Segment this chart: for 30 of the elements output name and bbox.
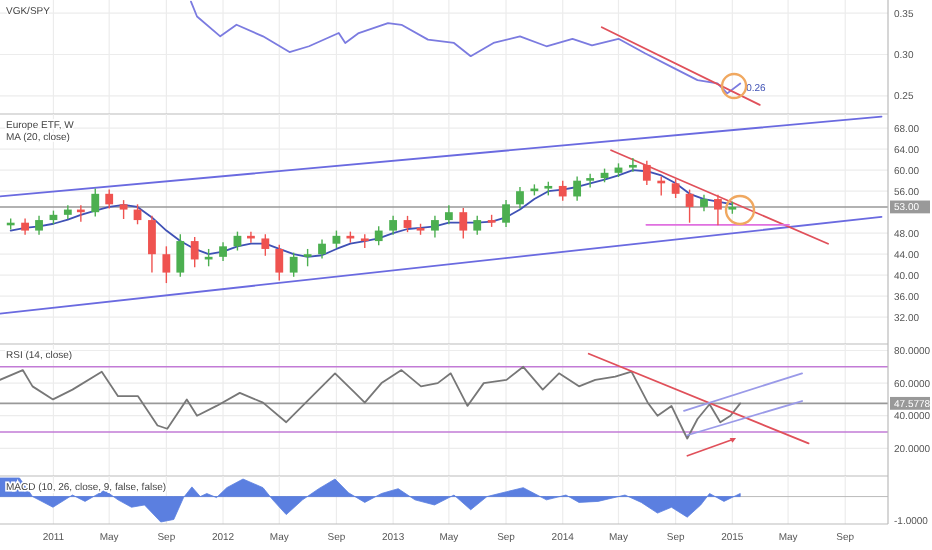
candlestick — [431, 215, 439, 239]
candlestick — [318, 238, 326, 260]
candlestick — [176, 233, 185, 278]
candlestick — [91, 187, 100, 218]
candlestick — [502, 199, 510, 228]
candlestick — [275, 244, 284, 282]
candlestick — [573, 175, 582, 202]
candlestick — [289, 251, 298, 278]
candlestick — [671, 178, 680, 199]
candlestick — [473, 215, 482, 236]
candlestick — [642, 160, 651, 186]
line-series — [0, 365, 742, 440]
candlestick — [628, 157, 637, 173]
candlestick — [190, 236, 199, 269]
candlestick — [35, 215, 43, 236]
candlestick — [105, 188, 114, 210]
candlestick — [459, 207, 468, 240]
candlestick — [389, 215, 398, 236]
candlestick — [516, 186, 524, 210]
candlestick — [148, 215, 156, 274]
candlestick — [374, 225, 383, 246]
candlestick — [714, 194, 722, 227]
candlestick — [219, 241, 227, 262]
candlestick — [586, 173, 595, 189]
candlestick — [119, 199, 128, 220]
candlestick — [558, 179, 567, 202]
candlestick — [444, 204, 453, 225]
candlestick — [162, 245, 171, 284]
candlestick — [261, 233, 270, 257]
candlestick — [63, 204, 72, 220]
